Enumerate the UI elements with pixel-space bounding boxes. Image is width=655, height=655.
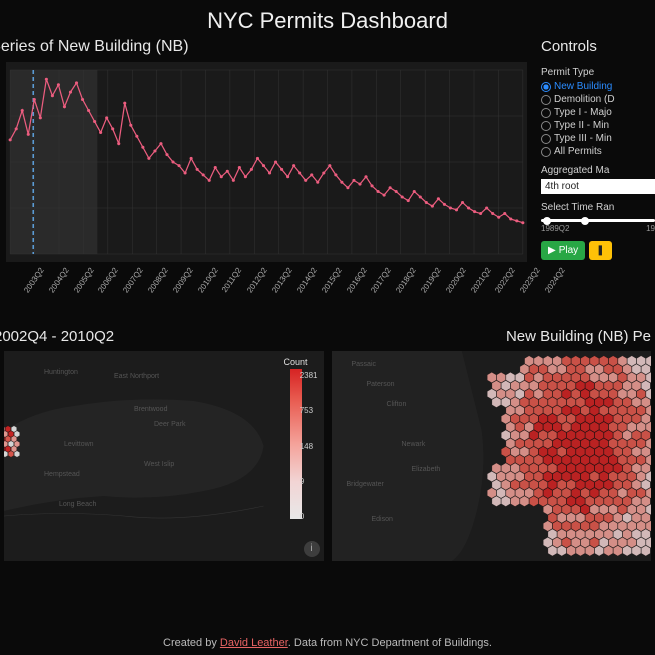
map-place-label: Brentwood <box>134 406 167 413</box>
pause-button[interactable]: ❚ <box>589 241 611 260</box>
legend-tick: 0 <box>300 512 304 521</box>
map-place-label: Deer Park <box>154 421 186 428</box>
aggmap-label: Aggregated Ma <box>541 165 655 176</box>
slider-thumb-left[interactable] <box>543 217 551 225</box>
x-axis-tick: 2019Q2 <box>419 266 443 294</box>
legend-tick: 9 <box>300 477 304 486</box>
x-axis-tick: 2020Q2 <box>444 266 468 294</box>
map-attribution-icon[interactable]: i <box>304 541 320 557</box>
permit-type-label: Permit Type <box>541 67 655 78</box>
play-button[interactable]: ▶ Play <box>541 241 585 260</box>
map-right[interactable]: Passaic Paterson Clifton Newark Bridgewater E… <box>332 351 652 561</box>
map-place-label: Elizabeth <box>412 466 441 473</box>
timerange-slider[interactable] <box>541 219 655 222</box>
map-right-title: New Building (NB) Pe <box>332 328 652 345</box>
map-place-label: Edison <box>372 516 393 523</box>
map-left-panel: rom 2002Q4 - 2010Q2 Count 2381 753 148 9 0 i… <box>0 328 328 618</box>
radio-icon <box>541 121 551 131</box>
x-axis-tick: 2015Q2 <box>320 266 344 294</box>
x-axis-tick: 2014Q2 <box>295 266 319 294</box>
x-axis-tick: 2013Q2 <box>270 266 294 294</box>
permit-type-option[interactable]: Type II - Min <box>541 120 655 131</box>
x-axis-tick: 2005Q2 <box>72 266 96 294</box>
map-place-label: Clifton <box>387 401 407 408</box>
radio-label: Type II - Min <box>554 120 609 131</box>
x-axis-tick: 2006Q2 <box>97 266 121 294</box>
x-axis-tick: 2017Q2 <box>369 266 393 294</box>
map-left-title: rom 2002Q4 - 2010Q2 <box>0 328 324 345</box>
radio-label: Demolition (D <box>554 94 615 105</box>
x-axis-tick: 2007Q2 <box>121 266 145 294</box>
map-place-label: Paterson <box>367 381 395 388</box>
slider-min-label: 1989Q2 <box>541 224 569 233</box>
map-place-label: Huntington <box>44 369 78 376</box>
radio-icon <box>541 108 551 118</box>
x-axis-tick: 2004Q2 <box>47 266 71 294</box>
map-place-label: West Islip <box>144 461 174 468</box>
x-axis-tick: 2008Q2 <box>146 266 170 294</box>
map-left[interactable]: Count 2381 753 148 9 0 i Huntington East Nort… <box>4 351 324 561</box>
radio-icon <box>541 147 551 157</box>
legend-tick: 148 <box>300 442 313 451</box>
x-axis-tick: 2016Q2 <box>345 266 369 294</box>
timeseries-panel: e-Series of New Building (NB) 2003Q22004… <box>0 38 533 328</box>
footer: Created by David Leather. Data from NYC … <box>0 637 655 649</box>
dashboard-title: NYC Permits Dashboard <box>0 0 655 38</box>
x-axis-tick: 2012Q2 <box>245 266 269 294</box>
pause-icon: ❚ <box>596 245 604 256</box>
map-place-label: Levittown <box>64 441 94 448</box>
map-place-label: Long Beach <box>59 501 96 508</box>
radio-icon <box>541 82 551 92</box>
map-right-panel: New Building (NB) Pe Passaic Paterson Clif… <box>328 328 655 618</box>
legend-title: Count <box>274 357 318 367</box>
radio-icon <box>541 134 551 144</box>
permit-type-option[interactable]: Demolition (D <box>541 94 655 105</box>
aggmap-select[interactable]: 4th root <box>541 179 655 194</box>
permit-type-option[interactable]: Type III - Min <box>541 133 655 144</box>
map-place-label: Bridgewater <box>347 481 384 488</box>
controls-title: Controls <box>541 38 655 55</box>
x-axis-tick: 2011Q2 <box>220 266 243 294</box>
radio-label: Type III - Min <box>554 133 612 144</box>
footer-prefix: Created by <box>163 637 220 649</box>
permit-type-option[interactable]: Type I - Majo <box>541 107 655 118</box>
chart-title: e-Series of New Building (NB) <box>0 38 527 56</box>
footer-author-link[interactable]: David Leather <box>220 637 288 649</box>
x-axis-tick: 2003Q2 <box>22 266 46 294</box>
x-axis-tick: 2018Q2 <box>394 266 418 294</box>
map-place-label: Newark <box>402 441 426 448</box>
map-place-label: Passaic <box>352 361 377 368</box>
permit-type-option[interactable]: All Permits <box>541 146 655 157</box>
slider-max-label: 19 <box>646 224 655 233</box>
timerange-label: Select Time Ran <box>541 202 655 213</box>
radio-label: All Permits <box>554 146 602 157</box>
map-place-label: East Northport <box>114 373 159 380</box>
play-icon: ▶ <box>548 245 556 256</box>
x-axis-tick: 2022Q2 <box>494 266 518 294</box>
radio-label: Type I - Majo <box>554 107 612 118</box>
map-legend: Count 2381 753 148 9 0 <box>274 357 318 521</box>
play-label: Play <box>559 245 578 256</box>
radio-label: New Building <box>554 81 612 92</box>
slider-thumb-right[interactable] <box>581 217 589 225</box>
timeseries-chart[interactable]: 2003Q22004Q22005Q22006Q22007Q22008Q22009… <box>6 62 527 262</box>
radio-icon <box>541 95 551 105</box>
x-axis-tick: 2021Q2 <box>469 266 493 294</box>
x-axis-tick: 2009Q2 <box>171 266 195 294</box>
legend-tick: 753 <box>300 406 313 415</box>
footer-suffix: . Data from NYC Department of Buildings. <box>288 637 492 649</box>
x-axis-tick: 2010Q2 <box>196 266 220 294</box>
map-place-label: Hempstead <box>44 471 80 478</box>
permit-type-option[interactable]: New Building <box>541 81 655 92</box>
legend-tick: 2381 <box>300 371 318 380</box>
